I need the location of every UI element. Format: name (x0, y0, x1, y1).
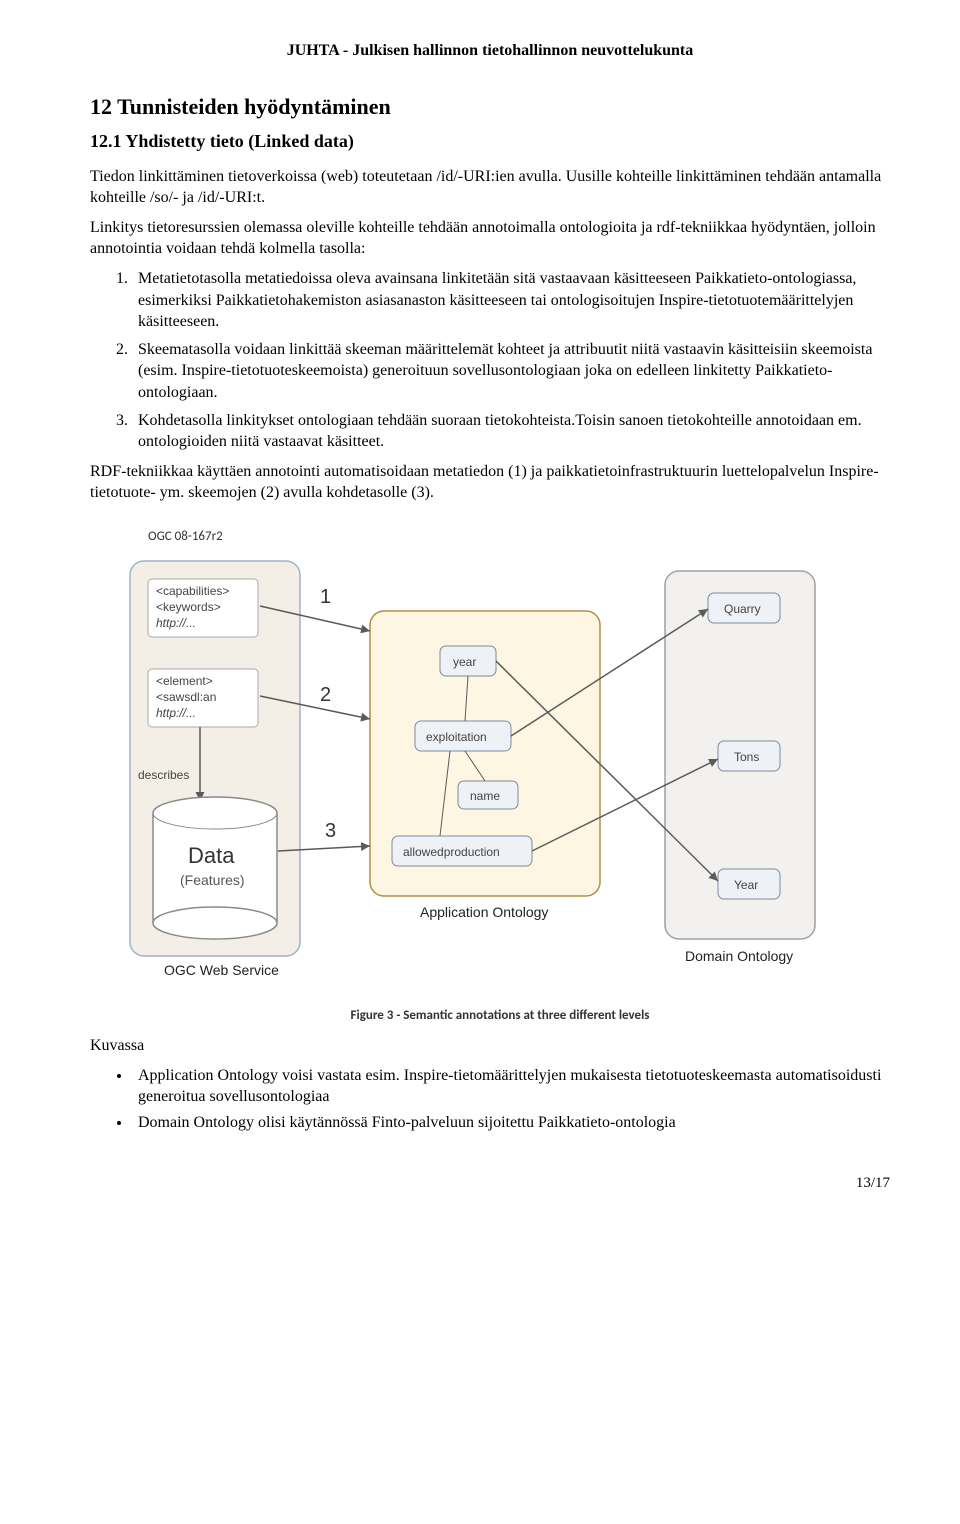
svg-text:Data: Data (188, 843, 235, 868)
kuvassa-label: Kuvassa (90, 1035, 890, 1057)
data-cylinder: Data (Features) (153, 797, 277, 939)
paragraph-2: Linkitys tietoresurssien olemassa olevil… (90, 217, 890, 260)
bullet-2: Domain Ontology olisi käytännössä Finto-… (132, 1112, 890, 1134)
paragraph-1: Tiedon linkittäminen tietoverkoissa (web… (90, 166, 890, 209)
arrow-2-label: 2 (320, 684, 331, 706)
paragraph-3: RDF-tekniikkaa käyttäen annotointi autom… (90, 461, 890, 504)
figure-caption: Figure 3 - Semantic annotations at three… (110, 1007, 890, 1025)
svg-text:name: name (470, 789, 500, 803)
bullet-list: Application Ontology voisi vastata esim.… (90, 1065, 890, 1134)
svg-text:Quarry: Quarry (724, 602, 761, 616)
list-item-1: Metatietotasolla metatiedoissa oleva ava… (132, 268, 890, 333)
svg-text:<capabilities>: <capabilities> (156, 584, 229, 598)
list-item-2: Skeematasolla voidaan linkittää skeeman … (132, 339, 890, 404)
page-number: 13/17 (90, 1173, 890, 1193)
svg-text:Tons: Tons (734, 750, 759, 764)
svg-text:Year: Year (734, 878, 758, 892)
middle-footer: Application Ontology (420, 904, 548, 920)
svg-text:<keywords>: <keywords> (156, 600, 221, 614)
arrow-1-label: 1 (320, 586, 331, 608)
svg-text:(Features): (Features) (180, 872, 245, 888)
figure-container: OGC 08-167r2 <capabilities> <keywords> h… (110, 528, 890, 1025)
svg-text:http://...: http://... (156, 616, 196, 630)
svg-text:<sawsdl:an: <sawsdl:an (156, 690, 216, 704)
svg-text:allowedproduction: allowedproduction (403, 845, 500, 859)
heading-1: 12 Tunnisteiden hyödyntäminen (90, 92, 890, 122)
svg-text:http://...: http://... (156, 706, 196, 720)
arrow-3-label: 3 (325, 820, 336, 842)
left-footer: OGC Web Service (164, 962, 279, 978)
list-item-3: Kohdetasolla linkitykset ontologiaan teh… (132, 410, 890, 453)
ordered-list: Metatietotasolla metatiedoissa oleva ava… (90, 268, 890, 453)
figure-top-label: OGC 08-167r2 (148, 528, 890, 546)
page-header: JUHTA - Julkisen hallinnon tietohallinno… (90, 40, 890, 62)
svg-text:year: year (453, 655, 476, 669)
right-footer: Domain Ontology (685, 948, 793, 964)
svg-text:describes: describes (138, 768, 189, 782)
svg-text:<element>: <element> (156, 674, 213, 688)
bullet-1: Application Ontology voisi vastata esim.… (132, 1065, 890, 1108)
heading-2: 12.1 Yhdistetty tieto (Linked data) (90, 129, 890, 153)
svg-text:exploitation: exploitation (426, 730, 487, 744)
figure-svg: <capabilities> <keywords> http://... <el… (110, 551, 830, 991)
